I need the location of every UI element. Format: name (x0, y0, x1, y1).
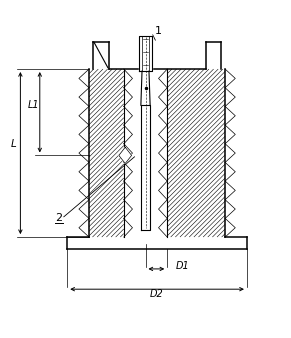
Text: L1: L1 (28, 100, 40, 110)
Polygon shape (139, 36, 152, 71)
Text: D2: D2 (150, 289, 164, 298)
Text: 1: 1 (155, 26, 162, 37)
Polygon shape (119, 147, 132, 164)
Polygon shape (141, 105, 150, 230)
Polygon shape (141, 71, 150, 105)
Text: L: L (11, 139, 17, 149)
Text: 2: 2 (55, 213, 62, 223)
Text: D1: D1 (176, 261, 190, 271)
